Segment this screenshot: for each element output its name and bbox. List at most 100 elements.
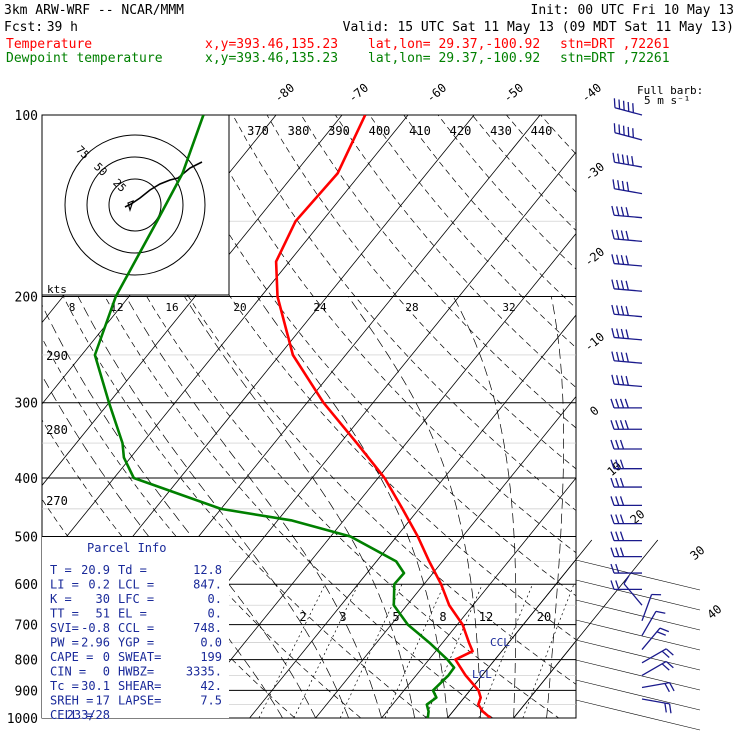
isotherm-label: 30 xyxy=(687,543,707,563)
wind-barb xyxy=(611,229,643,242)
wind-barb-flag xyxy=(621,180,625,191)
pressure-label: 200 xyxy=(15,291,38,306)
hodograph-box xyxy=(41,114,230,296)
forecast-label: Fcst: xyxy=(4,20,43,35)
parcel-info-cell: CCL = xyxy=(118,621,154,635)
wind-barb-flag xyxy=(615,514,620,524)
theta-labels: 370 380 390 400 410 420 430 440 290 280 270 xyxy=(46,124,552,508)
isotherm-line xyxy=(646,115,740,718)
wind-barb xyxy=(623,575,643,606)
isotherm-extension-line xyxy=(575,599,701,631)
mixing-ratio-line xyxy=(339,584,403,718)
dewpoint-legend-xy: x,y=393.46,135.23 xyxy=(205,51,338,66)
wind-barb-flag xyxy=(626,155,630,165)
isotherm-extension-line xyxy=(575,659,701,691)
isotherm-extension-line xyxy=(575,579,701,611)
wind-barb-flag xyxy=(615,580,620,590)
isotherm-label: -10 xyxy=(582,330,608,355)
dry-adiabat-line xyxy=(403,115,576,309)
theta-side-label: 270 xyxy=(46,494,68,508)
wind-barb-flag xyxy=(659,627,670,633)
pressure-label: 500 xyxy=(15,530,38,545)
temperature-legend-station: stn=DRT ,72261 xyxy=(560,37,670,52)
parcel-info-cell: LCL = xyxy=(118,578,154,592)
wind-barb-flag xyxy=(618,99,621,110)
isotherm-line xyxy=(513,640,576,718)
wind-barb-flag xyxy=(610,547,615,557)
hodograph-speed-label: 24 xyxy=(313,301,327,314)
wind-barb-flag xyxy=(620,305,625,316)
parcel-info-cell: 0.0 xyxy=(200,636,222,650)
isotherm-extension-line xyxy=(575,679,701,711)
temperature-line xyxy=(274,115,492,718)
wind-barb-flag xyxy=(610,477,615,488)
wind-barb-flag xyxy=(620,352,625,362)
parcel-info-cell: LAPSE= xyxy=(118,694,161,708)
parcel-info-panel: Parcel Info T = 20.9 Td = 12.8 LI = 0.2 LCL = 8… xyxy=(42,537,229,722)
wind-barb-staff xyxy=(623,583,643,606)
isotherm-label: -30 xyxy=(582,160,608,185)
parcel-info-cell: 847. xyxy=(193,578,222,592)
isotherm-line xyxy=(315,395,576,718)
wind-barb xyxy=(611,351,643,364)
dewpoint-legend-latlon: lat,lon= 29.37,-100.92 xyxy=(368,51,540,66)
parcel-info-cell: Td = xyxy=(118,563,147,577)
wind-barb xyxy=(641,681,675,693)
isotherm-label: 40 xyxy=(704,602,724,622)
dry-adiabat-line xyxy=(300,115,576,429)
wind-barb-flag xyxy=(615,531,620,541)
isotherm-label: -80 xyxy=(272,81,298,106)
isotherm-label: -20 xyxy=(582,245,608,270)
parcel-info-cell: 30.1 xyxy=(81,679,110,693)
wind-barb-flag xyxy=(656,631,667,636)
hodograph-trace xyxy=(124,161,203,208)
theta-label: 420 xyxy=(450,124,472,138)
parcel-info-cell: 3335. xyxy=(186,665,222,679)
wind-barb-flag xyxy=(616,254,620,265)
mixing-ratio-line xyxy=(478,584,533,718)
mixing-ratio-label: 3 xyxy=(339,610,346,624)
isotherm-extension-line xyxy=(575,699,701,731)
parcel-info-cell: SVI= xyxy=(50,621,79,635)
wind-barb-flag xyxy=(625,207,629,217)
parcel-info-cell: 0. xyxy=(208,592,222,606)
dry-adiabat-line xyxy=(61,115,560,718)
wind-barb xyxy=(610,547,642,558)
parcel-info-cell: 30 xyxy=(96,592,110,606)
wind-barb-flag xyxy=(619,514,625,524)
parcel-info-cell: PW = xyxy=(50,636,79,650)
wind-barb xyxy=(610,563,642,574)
parcel-info-title: Parcel Info xyxy=(87,541,166,555)
mixing-ratio-line xyxy=(425,584,483,718)
parcel-info-cell: CIN = xyxy=(50,665,86,679)
isotherm-line xyxy=(381,477,576,718)
wind-barb xyxy=(610,531,642,542)
wind-barb xyxy=(610,514,642,525)
wind-barb-staff xyxy=(641,611,657,636)
wind-barb xyxy=(610,420,642,430)
wind-barb xyxy=(641,593,662,622)
pressure-label: 600 xyxy=(15,578,38,593)
wind-barb-flag xyxy=(611,205,615,216)
mixing-ratio-label: 2 xyxy=(299,610,306,624)
wind-barb-flag xyxy=(613,98,616,108)
isotherm-line xyxy=(42,115,343,487)
theta-label: 430 xyxy=(490,124,512,138)
parcel-info-cell: 20.9 xyxy=(81,563,110,577)
isotherm-label: -70 xyxy=(346,81,372,106)
hodograph-speed-labels: 8 12 16 20 24 28 32 xyxy=(69,301,516,314)
wind-barb-staff xyxy=(641,594,653,622)
mixing-ratio-label: 8 xyxy=(439,610,446,624)
isotherm-extension-line xyxy=(513,539,659,719)
wind-barb-flag xyxy=(615,563,620,574)
dry-adiabat-line xyxy=(163,115,576,597)
wind-barb-flag xyxy=(620,230,625,240)
isotherm-extension-line xyxy=(447,539,593,719)
barb-key-value: 5 m s⁻¹ xyxy=(644,94,690,107)
dry-adiabat-line xyxy=(95,115,576,685)
wind-barb-flag xyxy=(619,547,625,557)
moist-adiabat-line xyxy=(452,296,517,718)
wind-barb-flag xyxy=(622,100,625,111)
wind-barb-flag xyxy=(611,254,615,264)
dry-adiabat-line xyxy=(198,115,576,554)
